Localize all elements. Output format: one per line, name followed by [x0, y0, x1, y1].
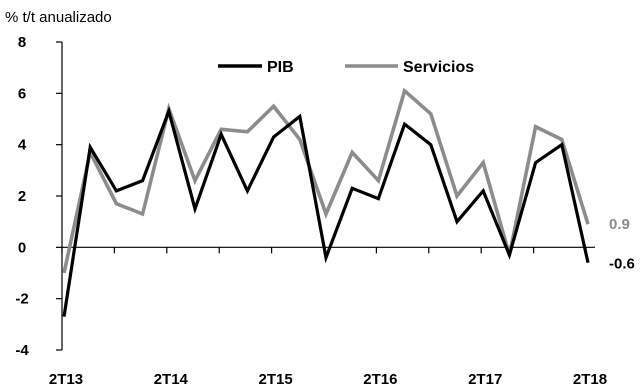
x-tick-label: 2T18 — [573, 371, 607, 388]
y-axis-ticks: 8 6 4 2 0 -2 -4 — [15, 34, 62, 359]
y-tick-label: 8 — [18, 34, 26, 51]
y-tick-label: 6 — [18, 85, 26, 102]
y-tick-label: -2 — [15, 291, 28, 308]
end-value-label-servicios: 0.9 — [609, 216, 630, 233]
end-labels: 0.9 -0.6 — [609, 216, 635, 273]
legend-label-pib: PIB — [267, 59, 294, 76]
x-tick-label: 2T14 — [154, 371, 189, 388]
y-tick-label: 0 — [18, 239, 26, 256]
y-tick-label: -4 — [15, 342, 29, 359]
x-axis-ticks: 2T13 2T14 2T15 2T16 2T17 2T18 — [49, 247, 607, 388]
x-tick-label: 2T13 — [49, 371, 83, 388]
x-tick-label: 2T16 — [363, 371, 397, 388]
x-tick-label: 2T17 — [468, 371, 502, 388]
series-lines — [62, 87, 590, 317]
y-axis-unit-label: % t/t anualizado — [5, 9, 112, 26]
end-value-label-pib: -0.6 — [609, 256, 635, 273]
axes — [61, 42, 595, 350]
y-tick-label: 4 — [18, 137, 27, 154]
series-line-servicios — [62, 87, 590, 274]
y-tick-label: 2 — [18, 188, 26, 205]
series-line-pib — [62, 106, 590, 317]
x-tick-label: 2T15 — [258, 371, 292, 388]
legend: PIB Servicios — [218, 59, 474, 76]
legend-label-servicios: Servicios — [403, 59, 474, 76]
